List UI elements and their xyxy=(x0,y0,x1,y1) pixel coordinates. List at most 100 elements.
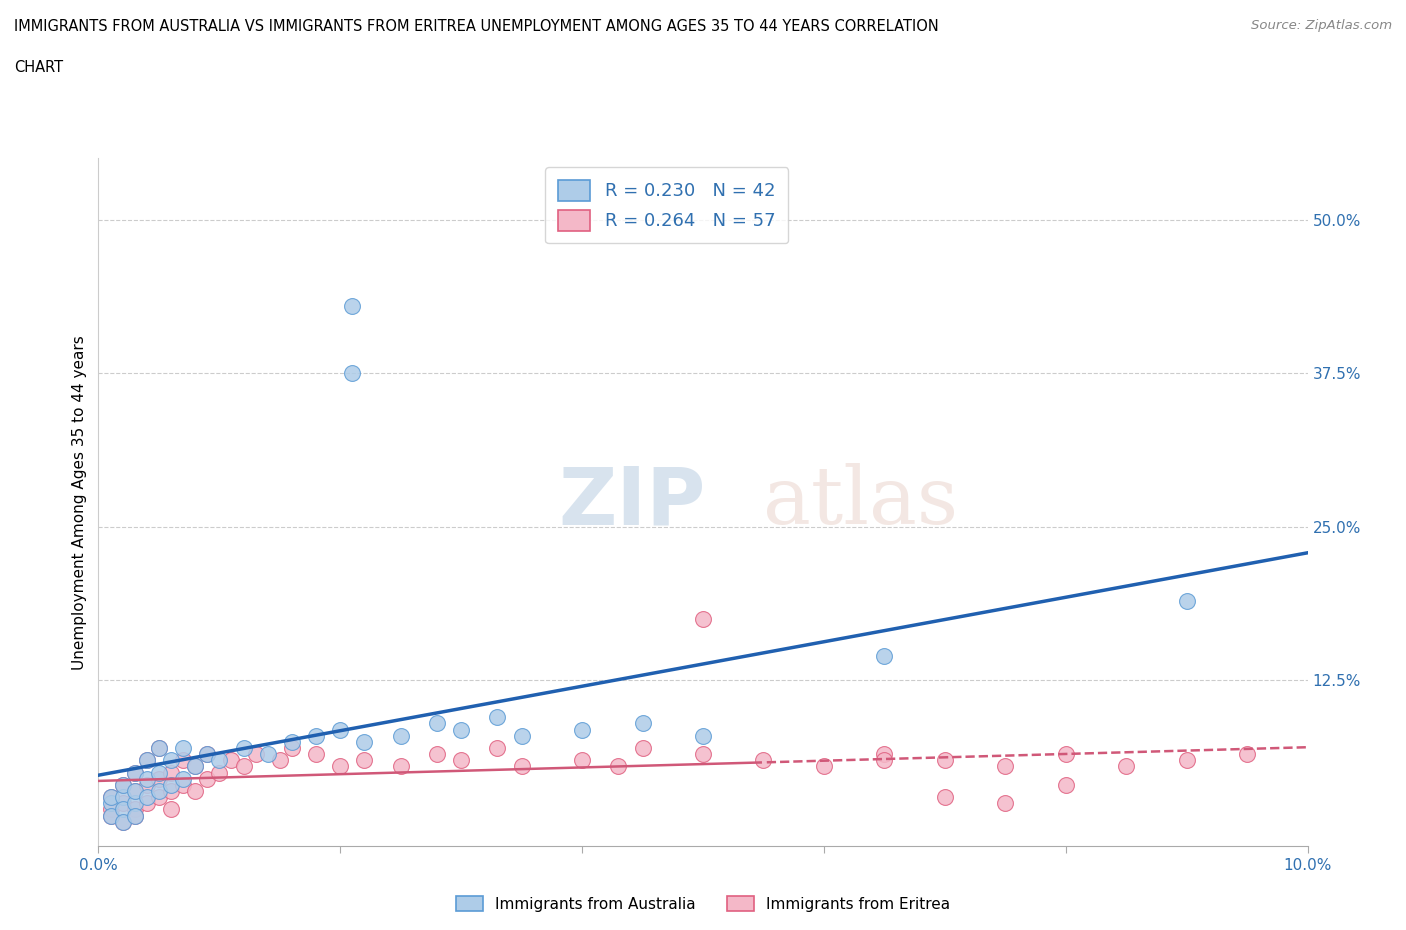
Point xyxy=(571,722,593,737)
Point xyxy=(571,753,593,768)
Point xyxy=(329,759,352,774)
Point xyxy=(100,790,122,804)
Point xyxy=(994,796,1017,811)
Point xyxy=(389,728,412,743)
Point xyxy=(232,759,254,774)
Text: atlas: atlas xyxy=(763,463,959,541)
Point xyxy=(111,815,134,830)
Point xyxy=(124,784,146,799)
Point xyxy=(135,790,157,804)
Point xyxy=(135,753,157,768)
Point xyxy=(256,747,278,762)
Point xyxy=(221,753,243,768)
Point xyxy=(135,796,157,811)
Point xyxy=(148,765,170,780)
Point xyxy=(342,365,364,380)
Point xyxy=(100,790,122,804)
Point xyxy=(148,784,170,799)
Point xyxy=(111,790,134,804)
Point xyxy=(1054,777,1077,792)
Y-axis label: Unemployment Among Ages 35 to 44 years: Unemployment Among Ages 35 to 44 years xyxy=(72,335,87,670)
Point xyxy=(934,753,956,768)
Point xyxy=(510,759,533,774)
Point xyxy=(1236,747,1258,762)
Point xyxy=(1175,753,1198,768)
Point xyxy=(232,740,254,755)
Point xyxy=(208,753,231,768)
Point xyxy=(100,808,122,823)
Point xyxy=(124,765,146,780)
Point xyxy=(148,790,170,804)
Point xyxy=(184,759,207,774)
Point xyxy=(353,735,375,750)
Point xyxy=(100,796,122,811)
Point xyxy=(195,747,218,762)
Point xyxy=(111,796,134,811)
Point xyxy=(281,740,304,755)
Text: CHART: CHART xyxy=(14,60,63,75)
Point xyxy=(172,753,194,768)
Point xyxy=(172,771,194,786)
Point xyxy=(160,765,183,780)
Point xyxy=(873,648,896,663)
Point xyxy=(172,740,194,755)
Point xyxy=(873,753,896,768)
Point xyxy=(486,740,509,755)
Point xyxy=(389,759,412,774)
Point xyxy=(813,759,835,774)
Point xyxy=(160,784,183,799)
Point xyxy=(450,753,472,768)
Point xyxy=(148,771,170,786)
Point xyxy=(124,808,146,823)
Point xyxy=(172,777,194,792)
Point xyxy=(148,740,170,755)
Point xyxy=(184,759,207,774)
Point xyxy=(208,765,231,780)
Legend: Immigrants from Australia, Immigrants from Eritrea: Immigrants from Australia, Immigrants fr… xyxy=(450,889,956,918)
Point xyxy=(692,728,714,743)
Point xyxy=(692,747,714,762)
Point xyxy=(305,747,328,762)
Point xyxy=(195,771,218,786)
Point xyxy=(1054,747,1077,762)
Point xyxy=(934,790,956,804)
Point xyxy=(631,740,654,755)
Point xyxy=(160,753,183,768)
Point xyxy=(111,802,134,817)
Point xyxy=(281,735,304,750)
Point xyxy=(342,299,364,313)
Point xyxy=(124,802,146,817)
Point xyxy=(1115,759,1137,774)
Point xyxy=(631,716,654,731)
Point xyxy=(135,753,157,768)
Point xyxy=(160,777,183,792)
Point xyxy=(305,728,328,743)
Point xyxy=(124,796,146,811)
Legend: R = 0.230   N = 42, R = 0.264   N = 57: R = 0.230 N = 42, R = 0.264 N = 57 xyxy=(546,167,789,243)
Point xyxy=(607,759,630,774)
Point xyxy=(111,815,134,830)
Point xyxy=(426,747,449,762)
Point xyxy=(873,747,896,762)
Point xyxy=(510,728,533,743)
Point xyxy=(1175,593,1198,608)
Text: Source: ZipAtlas.com: Source: ZipAtlas.com xyxy=(1251,19,1392,32)
Point xyxy=(486,710,509,724)
Point xyxy=(184,784,207,799)
Point xyxy=(135,777,157,792)
Point xyxy=(124,765,146,780)
Point xyxy=(111,777,134,792)
Point xyxy=(135,771,157,786)
Point xyxy=(329,722,352,737)
Point xyxy=(692,612,714,627)
Text: ZIP: ZIP xyxy=(558,463,706,541)
Point xyxy=(160,802,183,817)
Point xyxy=(148,740,170,755)
Point xyxy=(100,802,122,817)
Point xyxy=(100,808,122,823)
Point xyxy=(111,777,134,792)
Text: IMMIGRANTS FROM AUSTRALIA VS IMMIGRANTS FROM ERITREA UNEMPLOYMENT AMONG AGES 35 : IMMIGRANTS FROM AUSTRALIA VS IMMIGRANTS … xyxy=(14,19,939,33)
Point xyxy=(124,784,146,799)
Point xyxy=(195,747,218,762)
Point xyxy=(269,753,291,768)
